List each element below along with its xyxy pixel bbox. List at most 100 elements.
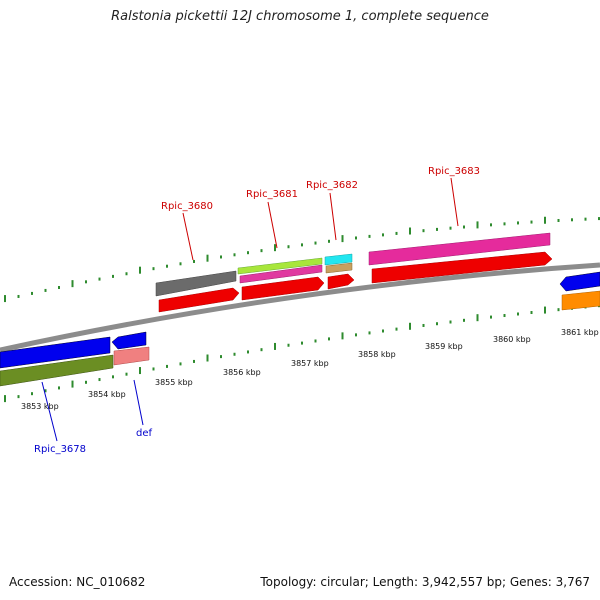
gene-right-orange[interactable] xyxy=(561,290,600,311)
leader-rpic-3681 xyxy=(267,201,278,249)
gene-rpic-3680-red[interactable] xyxy=(158,287,240,313)
minor-tick xyxy=(463,318,465,322)
minor-tick xyxy=(220,355,222,359)
minor-tick xyxy=(85,280,87,284)
scale-label: 3859 kbp xyxy=(425,342,463,351)
minor-tick xyxy=(301,243,303,247)
gene-label-rpic-3678: Rpic_3678 xyxy=(34,444,86,455)
gene-rpic-3681-green[interactable] xyxy=(237,257,323,275)
major-tick xyxy=(71,380,74,388)
minor-tick xyxy=(193,359,195,363)
gene-rpic-3681-red[interactable] xyxy=(241,276,325,301)
scale-label: 3858 kbp xyxy=(358,350,396,359)
minor-tick xyxy=(31,392,33,396)
minor-tick xyxy=(44,288,47,292)
minor-tick xyxy=(436,322,438,326)
minor-tick xyxy=(98,277,101,281)
minor-tick xyxy=(395,231,398,235)
minor-tick xyxy=(598,217,600,221)
major-tick xyxy=(544,216,546,224)
minor-tick xyxy=(328,337,330,341)
major-tick xyxy=(476,221,479,229)
minor-tick xyxy=(260,348,263,352)
minor-tick xyxy=(449,320,452,324)
gene-rpic-3678-blue[interactable] xyxy=(0,336,111,369)
minor-tick xyxy=(503,222,506,226)
minor-tick xyxy=(31,291,33,295)
major-tick xyxy=(206,354,209,362)
minor-tick xyxy=(233,253,236,257)
gene-label-rpic-3680: Rpic_3680 xyxy=(161,201,213,212)
minor-tick xyxy=(98,378,101,382)
minor-tick xyxy=(355,333,357,337)
minor-tick xyxy=(287,343,290,347)
leader-def xyxy=(133,379,144,426)
gene-rpic-3681-pink[interactable] xyxy=(239,264,323,284)
major-tick xyxy=(409,227,411,235)
minor-tick xyxy=(355,236,357,240)
gene-def-salmon[interactable] xyxy=(113,346,150,366)
minor-tick xyxy=(233,352,236,356)
gene-rpic-3680-top[interactable] xyxy=(155,270,237,297)
leader-rpic-3678 xyxy=(41,381,58,442)
minor-tick xyxy=(530,311,533,315)
major-tick xyxy=(476,314,479,322)
minor-tick xyxy=(44,389,47,393)
gene-rpic-3682-cyan[interactable] xyxy=(324,253,353,266)
gene-rpic-3678-olive[interactable] xyxy=(0,354,114,387)
minor-tick xyxy=(503,314,506,318)
minor-tick xyxy=(112,375,114,379)
gene-right-blue[interactable] xyxy=(559,271,600,292)
minor-tick xyxy=(557,308,560,312)
gene-rpic-3683-pink[interactable] xyxy=(368,232,551,266)
minor-tick xyxy=(422,229,425,233)
inner-tick-track xyxy=(4,304,600,403)
minor-tick xyxy=(328,239,330,243)
gene-rpic-3683-red[interactable] xyxy=(371,251,553,284)
gene-rpic-3682-tan[interactable] xyxy=(325,262,353,274)
minor-tick xyxy=(557,218,560,222)
minor-tick xyxy=(125,272,128,276)
minor-tick xyxy=(152,367,155,371)
gene-def-blue[interactable] xyxy=(111,331,147,350)
leader-rpic-3682 xyxy=(329,192,337,241)
minor-tick xyxy=(125,372,128,376)
minor-tick xyxy=(166,364,168,368)
minor-tick xyxy=(152,267,155,271)
minor-tick xyxy=(314,241,317,245)
minor-tick xyxy=(301,341,303,345)
scale-label: 3860 kbp xyxy=(493,335,531,344)
major-tick xyxy=(139,266,141,274)
accession-text: Accession: NC_010682 xyxy=(9,575,146,589)
minor-tick xyxy=(395,327,398,331)
minor-tick xyxy=(530,220,533,224)
minor-tick xyxy=(166,264,168,268)
minor-tick xyxy=(490,315,492,319)
minor-tick xyxy=(260,249,263,253)
major-tick xyxy=(139,367,141,375)
major-tick xyxy=(274,342,276,350)
major-tick xyxy=(341,235,344,243)
minor-tick xyxy=(517,312,519,316)
major-tick xyxy=(71,280,74,288)
outer-tick-track xyxy=(4,216,600,303)
minor-tick xyxy=(436,227,438,231)
minor-tick xyxy=(112,274,114,278)
major-tick xyxy=(206,254,209,262)
gene-rpic-3682-red[interactable] xyxy=(327,273,355,290)
major-tick xyxy=(544,306,546,314)
scale-label: 3856 kbp xyxy=(223,368,261,377)
scale-label: 3855 kbp xyxy=(155,378,193,387)
minor-tick xyxy=(247,251,249,255)
minor-tick xyxy=(368,331,371,335)
leader-rpic-3683 xyxy=(450,177,459,227)
minor-tick xyxy=(368,234,371,238)
minor-tick xyxy=(422,323,425,327)
minor-tick xyxy=(85,380,87,384)
scale-label: 3854 kbp xyxy=(88,390,126,399)
minor-tick xyxy=(382,233,384,237)
gene-label-def: def xyxy=(136,428,153,439)
minor-tick xyxy=(449,226,452,230)
minor-tick xyxy=(220,255,222,259)
minor-tick xyxy=(287,245,290,249)
